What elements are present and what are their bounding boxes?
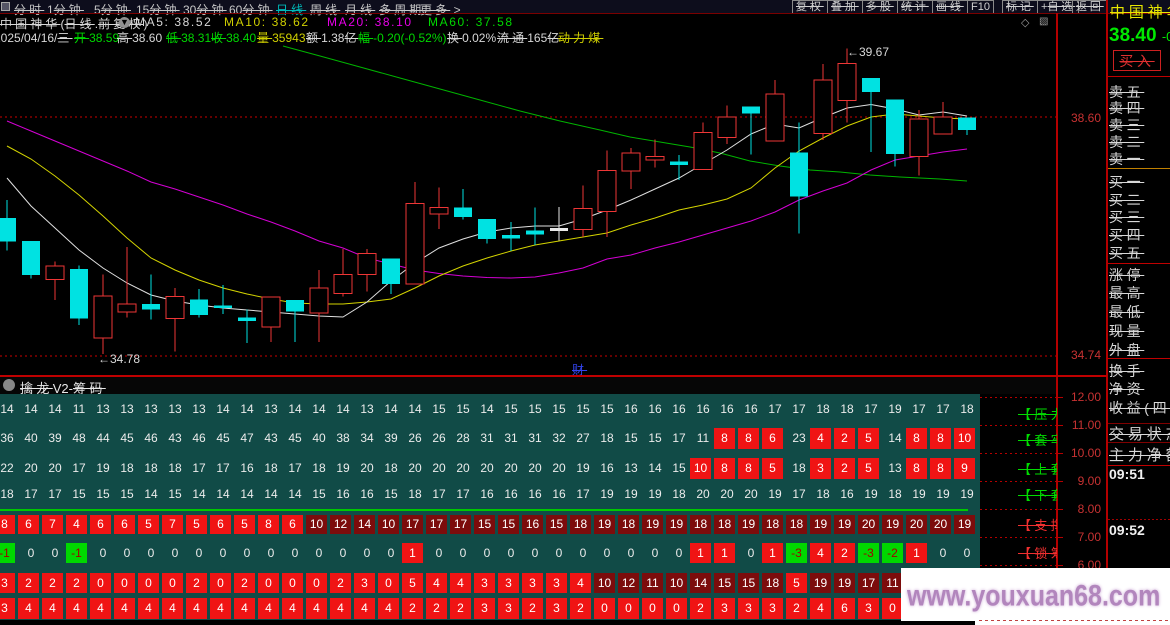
svg-text:←39.67: ←39.67 xyxy=(847,45,889,59)
svg-text:←34.78: ←34.78 xyxy=(98,352,140,366)
